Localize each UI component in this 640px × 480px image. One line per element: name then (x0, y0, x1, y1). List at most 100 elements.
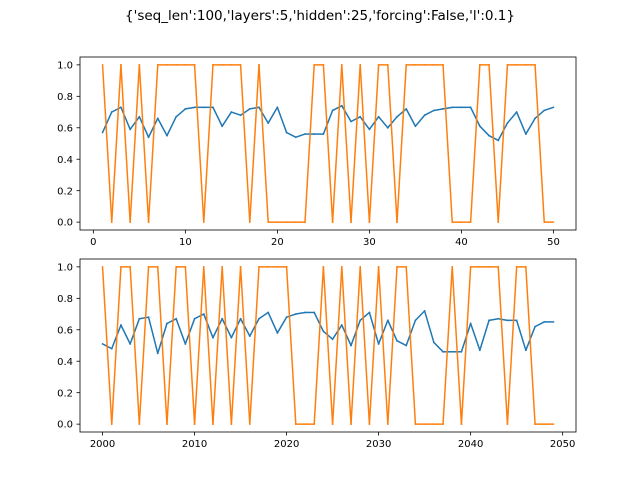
series-1-segment (267, 106, 279, 125)
axes-frame (79, 56, 577, 231)
x-tick-label: 20 (271, 237, 284, 248)
series-2-segment (110, 64, 122, 223)
series-1-segment (211, 106, 224, 128)
series-1-segment (165, 115, 178, 137)
series-1-segment (395, 107, 408, 118)
series-1-segment (119, 324, 132, 345)
series-2-segment (322, 64, 334, 223)
series-1-segment (350, 115, 362, 123)
series-2-segment (239, 64, 251, 223)
x-tick-label: 2020 (274, 439, 299, 450)
series-1-segment (165, 317, 178, 325)
series-1-segment (110, 106, 122, 114)
series-2-segment (239, 266, 251, 425)
series-1-segment (543, 106, 555, 112)
series-1-segment (294, 311, 306, 315)
x-tick-label: 0 (90, 237, 96, 248)
series-2-segment (506, 266, 518, 425)
y-tick-label: 0.6 (57, 325, 73, 336)
series-2-segment (248, 64, 260, 223)
x-tick-label: 2010 (182, 439, 207, 450)
series-2-segment (377, 266, 389, 425)
series-1-segment (534, 320, 546, 328)
series-1-segment (239, 317, 251, 338)
series-1-segment (129, 115, 141, 131)
series-2-segment (120, 64, 131, 223)
series-2-segment (442, 64, 454, 223)
series-2-line (101, 266, 555, 425)
axes-frame (79, 258, 577, 433)
y-tick-label: 0.8 (57, 294, 73, 305)
series-2-segment (442, 266, 454, 425)
series-2-segment (258, 64, 269, 223)
x-tick-label: 50 (547, 237, 560, 248)
series-1-segment (488, 317, 500, 322)
series-2-segment (110, 266, 122, 425)
series-1-segment (202, 313, 214, 339)
series-1-segment (175, 107, 187, 118)
series-1-segment (175, 317, 187, 345)
series-2-segment (285, 266, 297, 425)
x-tick-label: 40 (455, 237, 468, 248)
series-1-segment (248, 106, 260, 110)
series-2-segment (497, 64, 509, 223)
series-1-segment (138, 115, 150, 139)
series-2-segment (313, 266, 325, 425)
series-2-segment (221, 266, 233, 425)
series-2-line (101, 64, 555, 223)
series-1-segment (515, 319, 527, 352)
subplot-2: 2000 2010 2020 2030 2040 2050 0.0 0.2 0.4 0.6 0.8 1… (57, 258, 577, 450)
y-tick-label: 0.2 (57, 388, 73, 399)
series-1-segment (313, 311, 325, 333)
series-1-segment (524, 117, 537, 136)
x-tick-label: 30 (363, 237, 376, 248)
series-2-segment (341, 266, 352, 425)
subplot-1: 0 10 20 30 40 50 0.0 0.2 0.4 0.6 0.8 1.0 (57, 56, 577, 248)
series-2-segment (488, 64, 500, 223)
series-2-segment (212, 266, 223, 425)
series-2-segment (202, 266, 214, 425)
series-2-segment (387, 64, 398, 223)
series-1-segment (478, 125, 491, 137)
series-1-segment (248, 317, 260, 338)
series-1-segment (257, 106, 270, 125)
series-1-segment (442, 106, 454, 110)
series-1-segment (533, 109, 546, 120)
y-tick-label: 0.4 (57, 155, 73, 166)
series-2-segment (497, 266, 509, 425)
series-2-segment (166, 266, 177, 425)
y-tick-label: 0.8 (57, 92, 73, 103)
series-1-segment (359, 311, 371, 322)
series-2-segment (359, 64, 371, 223)
series-2-segment (350, 64, 362, 223)
series-1-segment (285, 313, 297, 319)
series-1-segment (184, 106, 196, 110)
series-2-segment (368, 64, 380, 223)
series-1-segment (368, 115, 380, 131)
series-1-segment (432, 341, 445, 353)
series-1-segment (129, 317, 141, 345)
series-2-segment (322, 266, 334, 425)
series-1-segment (147, 117, 159, 139)
series-1-segment (221, 111, 233, 128)
series-1-segment (230, 111, 242, 117)
series-1-segment (423, 309, 435, 344)
y-tick-label: 0.6 (57, 123, 73, 134)
series-2-segment (341, 64, 352, 223)
series-2-segment (387, 266, 398, 425)
series-2-segment (534, 64, 546, 223)
series-2-segment (147, 64, 159, 223)
series-1-segment (377, 115, 389, 129)
series-1-segment (432, 108, 444, 112)
series-1-segment (497, 317, 509, 322)
y-tick-label: 0.0 (57, 420, 73, 431)
series-2-segment (469, 64, 481, 223)
series-2-segment (193, 64, 205, 223)
series-2-segment (138, 266, 150, 425)
series-1-segment (276, 316, 288, 334)
series-1-segment (377, 319, 389, 345)
series-1-segment (469, 322, 481, 352)
y-tick-label: 1.0 (57, 262, 73, 273)
series-2-segment (184, 266, 196, 425)
